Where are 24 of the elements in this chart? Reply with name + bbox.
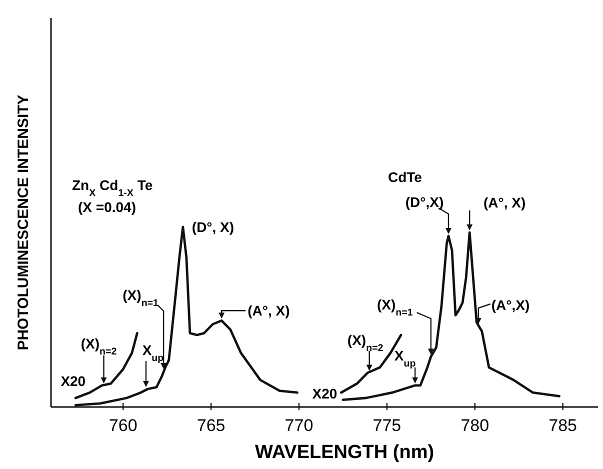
annotation: (X)$_{n=1}$ (376, 296, 414, 318)
x-tick-label: 770 (284, 416, 314, 435)
annotation: (X)$_{n=2}$ (80, 335, 118, 357)
annotation: (D°, X) (192, 219, 234, 235)
annotation: X$_{up}$ (142, 342, 164, 364)
annotation: (D°,X) (405, 194, 444, 210)
x-tick-label: 775 (372, 416, 402, 435)
text: (X =0.04) (78, 199, 136, 215)
x-tick-label: 765 (196, 416, 226, 435)
x-axis-title: WAVELENGTH (nm) (254, 442, 434, 463)
annotation: (X)$_{n=1}$ (122, 287, 160, 308)
x-tick-label: 780 (460, 416, 490, 435)
annotation: (X)$_{n=2}$ (347, 332, 384, 354)
text: CdTe (388, 169, 422, 185)
x-tick-label: 785 (548, 416, 578, 435)
annotation: (A°,X) (491, 297, 530, 313)
x-tick-label: 760 (108, 416, 138, 435)
annotation: X20 (312, 386, 338, 402)
annotation: X$_{up}$ (394, 347, 416, 369)
y-axis-title: PHOTOLUMINESCENCE INTENSITY (15, 94, 32, 350)
annotation: (A°, X) (248, 302, 290, 319)
annotation: X20 (60, 373, 86, 389)
text: Zn$_{X}$ Cd$_{1-X}$ Te (72, 177, 153, 198)
annotation: (A°, X) (484, 194, 526, 210)
